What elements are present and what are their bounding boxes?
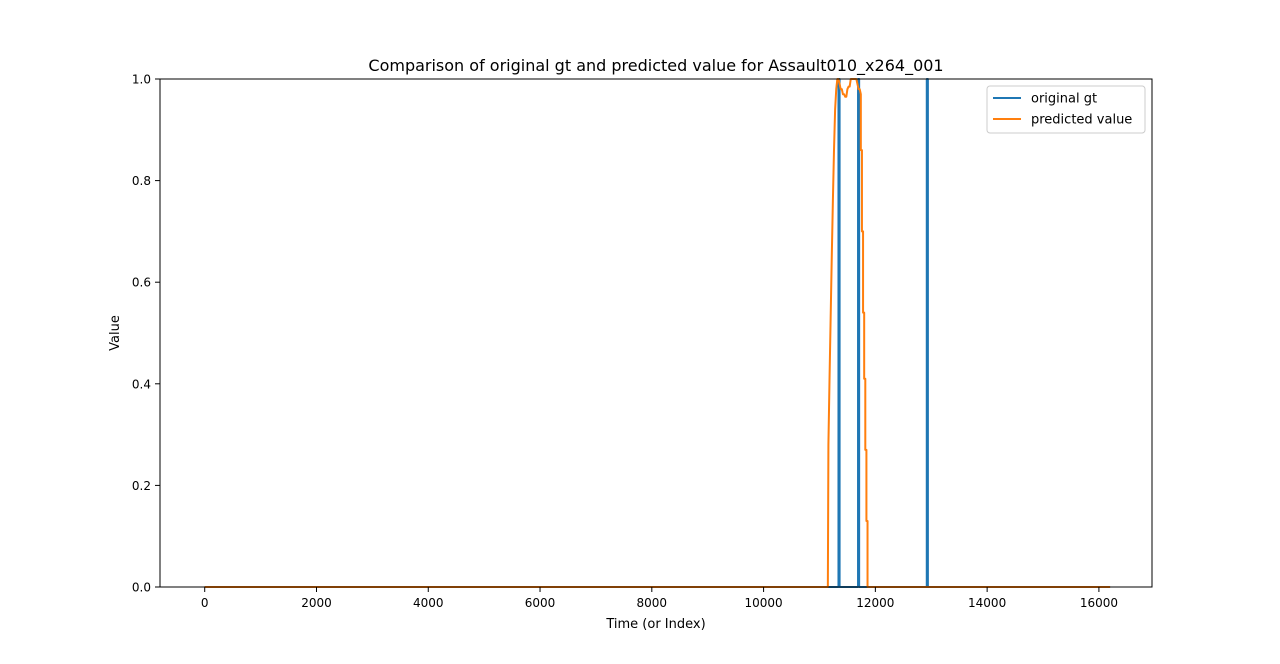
y-tick-label: 0.6 — [132, 276, 151, 290]
x-tick-label: 0 — [201, 596, 209, 610]
y-tick-label: 0.0 — [132, 581, 151, 595]
series-line-0 — [204, 78, 1111, 588]
x-tick-label: 2000 — [301, 596, 332, 610]
series-lines — [204, 78, 1111, 588]
y-tick-label: 0.4 — [132, 377, 151, 391]
x-axis-label: Time (or Index) — [605, 617, 705, 632]
y-axis: 0.0 0.2 0.4 0.6 0.8 1.0 — [132, 73, 160, 595]
y-axis-label: Value — [108, 315, 123, 351]
y-tick-label: 0.2 — [132, 479, 151, 493]
legend: original gt predicted value — [986, 85, 1146, 134]
x-tick-label: 8000 — [637, 596, 668, 610]
y-tick-label: 0.8 — [132, 174, 151, 188]
legend-box — [986, 85, 1146, 134]
legend-label-1: predicted value — [1031, 113, 1132, 128]
x-tick-label: 10000 — [744, 596, 782, 610]
x-axis: 0 2000 4000 6000 8000 10000 12000 14000 16000 — [201, 587, 1118, 610]
x-tick-label: 12000 — [856, 596, 894, 610]
x-tick-label: 4000 — [413, 596, 444, 610]
x-tick-label: 6000 — [525, 596, 556, 610]
plot-frame — [159, 78, 1153, 588]
series-line-1 — [204, 78, 1111, 588]
chart-title: Comparison of original gt and predicted … — [368, 56, 943, 76]
y-tick-label: 1.0 — [132, 73, 151, 87]
x-tick-label: 14000 — [968, 596, 1006, 610]
x-tick-label: 16000 — [1080, 596, 1118, 610]
legend-label-0: original gt — [1031, 92, 1097, 107]
